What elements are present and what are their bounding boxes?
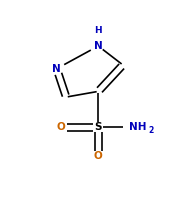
Text: H: H <box>94 26 102 35</box>
Text: O: O <box>56 122 65 132</box>
Text: S: S <box>94 122 102 132</box>
Text: O: O <box>94 151 103 161</box>
Text: N: N <box>52 64 61 74</box>
Text: N: N <box>94 41 103 51</box>
Text: NH: NH <box>129 122 146 132</box>
Text: 2: 2 <box>148 126 154 135</box>
